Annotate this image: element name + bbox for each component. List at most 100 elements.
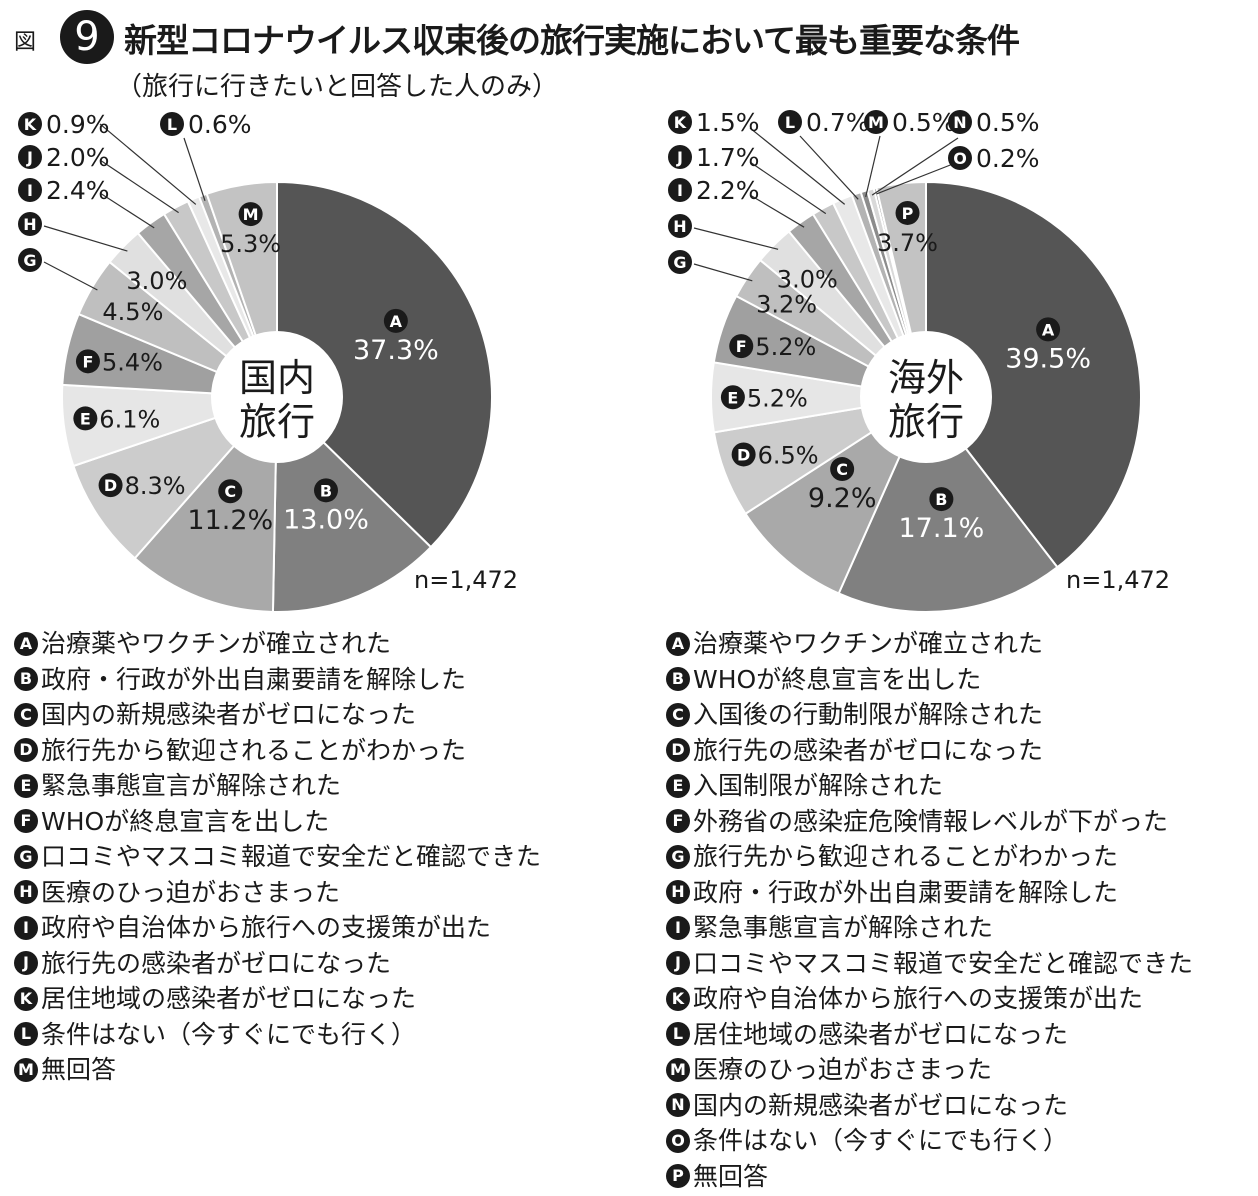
slice-a-badge-letter: A: [390, 312, 403, 331]
legend-badge: J: [14, 951, 38, 976]
slice-e-badge: [720, 385, 745, 410]
leader-line-m: [865, 135, 881, 198]
legend-badge: A: [666, 631, 690, 656]
leader-line-n: [871, 137, 959, 196]
legend-item: F WHOが終息宣言を出した: [14, 804, 541, 840]
legend-text: WHOが終息宣言を出した: [693, 664, 982, 694]
slice-c-badge-letter: C: [224, 482, 236, 501]
data-label-c: 9.2%: [808, 483, 877, 514]
legend-badge: P: [666, 1164, 690, 1189]
legend-text: 条件はない（今すぐにでも行く）: [41, 1019, 417, 1049]
slice-l-badge: [778, 110, 802, 134]
legend-item: B 政府・行政が外出自粛要請を解除した: [14, 662, 541, 698]
slice-c-badge: [218, 479, 243, 504]
data-label-k: 0.9%: [46, 110, 110, 139]
legend-text: 政府や自治体から旅行への支援策が出た: [41, 913, 492, 942]
legend-item: E 入国制限が解除された: [666, 768, 1193, 804]
legend-item: J 口コミやマスコミ報道で安全だと確認できた: [666, 946, 1193, 982]
legend-badge: I: [14, 915, 38, 940]
pie-center-hole: [860, 331, 992, 463]
legend-text: 緊急事態宣言が解除された: [693, 913, 994, 942]
slice-f-badge: [729, 334, 754, 359]
legend-badge: A: [14, 631, 38, 656]
data-label-e: 6.1%: [99, 405, 160, 433]
slice-j-badge-letter: J: [26, 148, 33, 167]
legend-item: A 治療薬やワクチンが確立された: [666, 626, 1193, 662]
data-label-l: 0.6%: [188, 110, 252, 139]
slice-i-badge-letter: I: [27, 181, 33, 200]
slice-n-badge: [948, 110, 972, 134]
slice-m-badge-letter: M: [868, 113, 884, 132]
legend-badge: M: [14, 1057, 38, 1082]
slice-k-badge: [668, 110, 692, 134]
slice-d-badge-letter: D: [104, 476, 117, 495]
leader-line-j: [749, 161, 827, 215]
legend-badge: G: [14, 844, 38, 869]
pie-center-label: 国内: [239, 356, 315, 400]
slice-d-badge-letter: D: [737, 445, 750, 464]
legend-item: K 政府や自治体から旅行への支援策が出た: [666, 981, 1193, 1017]
slice-g-badge: [668, 250, 692, 274]
legend-text: 政府や自治体から旅行への支援策が出た: [693, 984, 1144, 1013]
legend-item: N 国内の新規感染者がゼロになった: [666, 1088, 1193, 1124]
legend-item: F 外務省の感染症危険情報レベルが下がった: [666, 804, 1193, 840]
slice-j-badge: [668, 145, 692, 169]
slice-d-badge: [98, 473, 123, 498]
legend-item: C 入国後の行動制限が解除された: [666, 697, 1193, 733]
legend-item: K 居住地域の感染者がゼロになった: [14, 981, 541, 1017]
leader-line-i: [99, 192, 155, 229]
sample-size-label: n=1,472: [414, 566, 518, 594]
legend-text: 国内の新規感染者がゼロになった: [41, 700, 417, 729]
legend-text: 医療のひっ迫がおさまった: [693, 1055, 993, 1084]
legend-item: I 緊急事態宣言が解除された: [666, 910, 1193, 946]
figure-header: 図 9 新型コロナウイルス収束後の旅行実施において最も重要な条件 （旅行に行きた…: [12, 8, 1252, 108]
chart-title: 新型コロナウイルス収束後の旅行実施において最も重要な条件: [124, 21, 1020, 60]
data-label-c: 11.2%: [187, 505, 273, 536]
legend-text: 国内の新規感染者がゼロになった: [693, 1090, 1069, 1120]
slice-l-badge-letter: L: [785, 113, 795, 132]
slice-h-badge-letter: H: [23, 215, 36, 234]
chart-subtitle: （旅行に行きたいと回答した人のみ）: [116, 72, 559, 102]
slice-l-badge: [160, 112, 184, 136]
slice-c-badge: [830, 457, 855, 482]
data-label-d: 6.5%: [758, 442, 819, 470]
data-label-b: 13.0%: [283, 504, 369, 535]
data-label-h: 3.0%: [777, 266, 838, 294]
legend-item: D 旅行先から歓迎されることがわかった: [14, 733, 541, 769]
slice-f-badge-letter: F: [82, 352, 93, 371]
legend-badge: G: [666, 844, 690, 869]
pie-slice-a: [925, 180, 1142, 569]
legend-badge: J: [666, 951, 690, 976]
legend-item: L 居住地域の感染者がゼロになった: [666, 1017, 1193, 1053]
legend-badge: L: [666, 1022, 690, 1047]
legend-text: 入国後の行動制限が解除された: [693, 700, 1044, 729]
leader-line-k: [99, 123, 197, 205]
data-label-f: 5.4%: [102, 348, 163, 376]
legend-text: 政府・行政が外出自粛要請を解除した: [693, 877, 1119, 907]
slice-j-badge-letter: J: [676, 148, 683, 167]
legend-badge: E: [666, 773, 690, 798]
data-label-l: 0.7%: [806, 108, 870, 137]
data-label-g: 4.5%: [102, 298, 163, 326]
legend-text: 無回答: [693, 1161, 769, 1191]
figure-number-badge: 9: [60, 10, 114, 64]
slice-n-badge-letter: N: [953, 113, 966, 132]
legend-item: H 政府・行政が外出自粛要請を解除した: [666, 875, 1193, 911]
legend-item: I 政府や自治体から旅行への支援策が出た: [14, 910, 541, 946]
pie-center-label: 旅行: [888, 400, 964, 444]
legend-item: P 無回答: [666, 1159, 1193, 1195]
legend-badge: H: [14, 880, 38, 905]
leader-line-j: [99, 159, 179, 214]
legend-badge: L: [14, 1022, 38, 1047]
slice-l-badge-letter: L: [167, 115, 177, 134]
slice-m-badge: [238, 202, 263, 227]
slice-i-badge-letter: I: [677, 181, 683, 200]
pie-center-hole: [211, 331, 343, 463]
leader-line-g: [693, 263, 753, 282]
data-label-o: 0.2%: [976, 144, 1040, 173]
legend-text: 旅行先の感染者がゼロになった: [41, 948, 392, 978]
legend-text: 治療薬やワクチンが確立された: [693, 629, 1044, 658]
slice-o-badge: [948, 146, 972, 170]
slice-h-badge-letter: H: [673, 217, 686, 236]
